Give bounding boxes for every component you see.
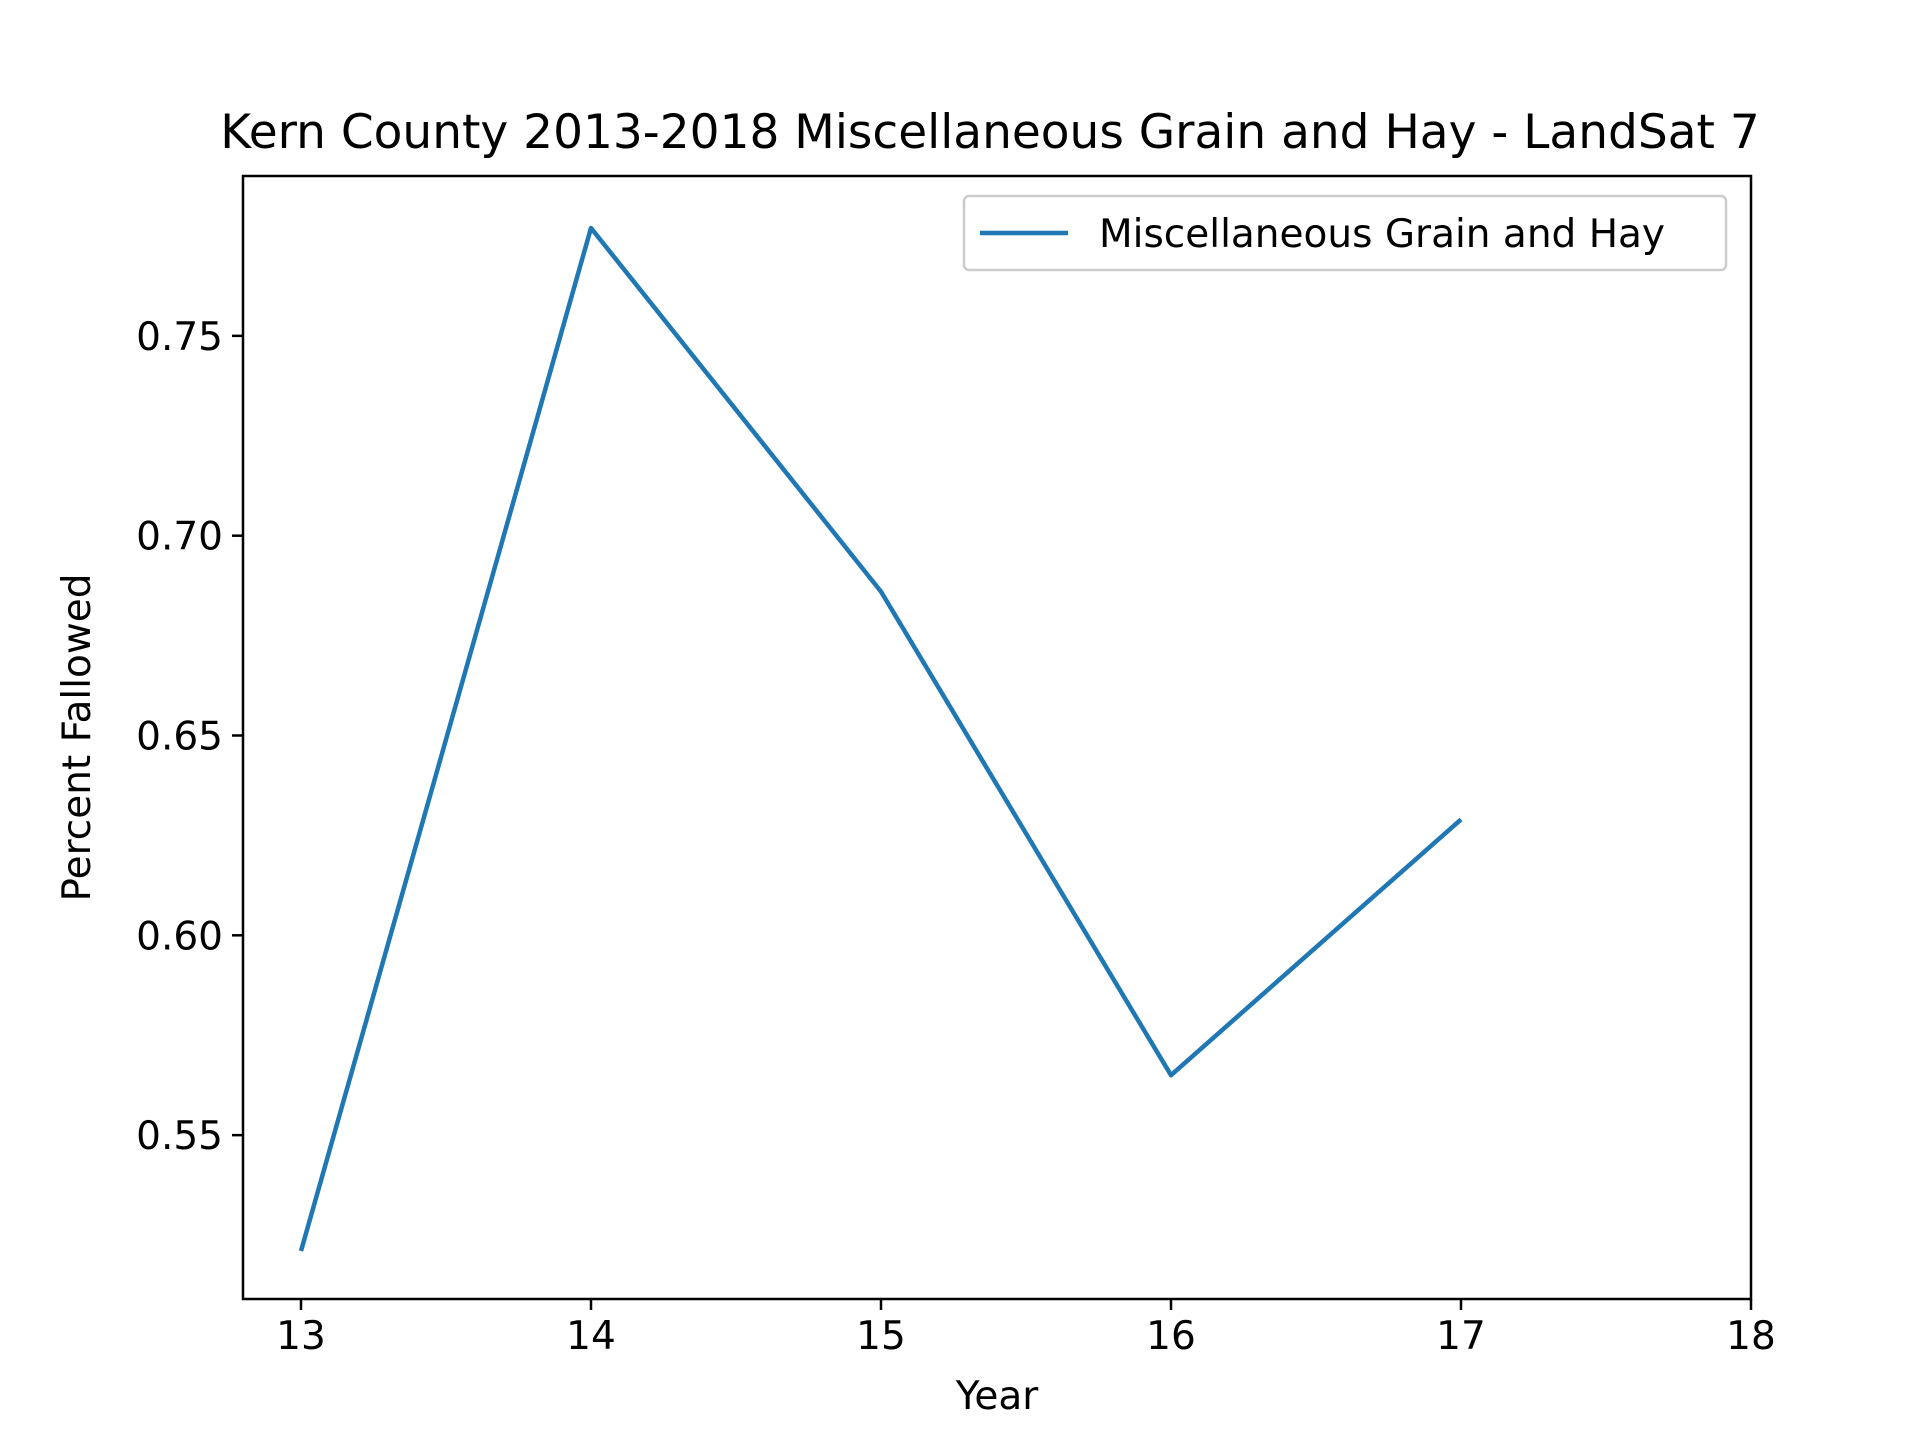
y-tick-label: 0.55: [136, 1114, 223, 1159]
x-tick-label: 18: [1726, 1314, 1776, 1359]
x-axis-title: Year: [955, 1374, 1040, 1419]
y-axis-ticks: 0.55 0.60 0.65 0.70 0.75: [136, 315, 243, 1159]
y-tick-label: 0.60: [136, 914, 223, 959]
x-tick-label: 16: [1146, 1314, 1196, 1359]
legend: Miscellaneous Grain and Hay: [962, 194, 1728, 272]
plot-area-frame: [241, 174, 1753, 1301]
x-tick-label: 15: [856, 1314, 906, 1359]
chart-title: Kern County 2013-2018 Miscellaneous Grai…: [220, 105, 1760, 160]
x-tick-label: 17: [1436, 1314, 1486, 1359]
series-line: [298, 225, 1463, 1252]
y-tick-label: 0.65: [136, 715, 223, 760]
x-axis-ticks: 13 14 15 16 17 18: [276, 1299, 1776, 1359]
y-axis-title: Percent Fallowed: [55, 573, 100, 901]
x-tick-label: 13: [276, 1314, 326, 1359]
x-tick-label: 14: [566, 1314, 616, 1359]
y-tick-label: 0.75: [136, 315, 223, 360]
legend-box: [962, 194, 1728, 272]
legend-label: Miscellaneous Grain and Hay: [1099, 212, 1665, 257]
series-layer: [298, 225, 1463, 1252]
y-tick-label: 0.70: [136, 515, 223, 560]
